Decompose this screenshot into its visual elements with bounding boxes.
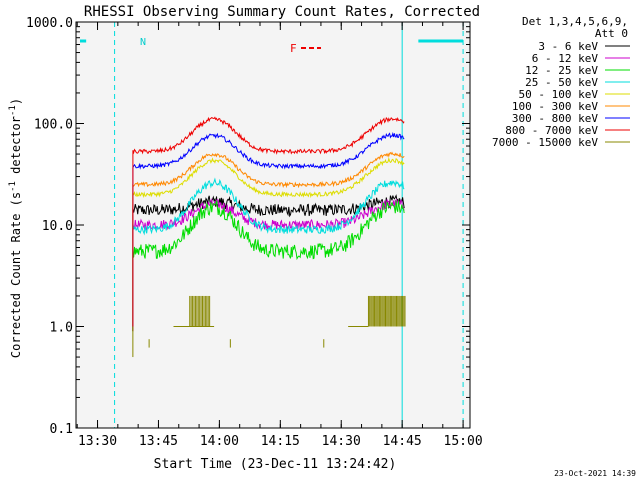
series-300-800-kev <box>132 131 405 332</box>
legend-label: 800 - 7000 keV <box>505 124 598 137</box>
y-axis-label-sup2: -1 <box>8 105 18 116</box>
series-800-7000-kev <box>132 116 405 332</box>
legend-label: 12 - 25 keV <box>525 64 598 77</box>
series-25-50-kev <box>132 177 405 332</box>
series-7000-15000-kev <box>132 295 406 358</box>
series-6-12-kev <box>132 198 405 332</box>
series-50-100-kev <box>132 157 405 332</box>
legend-header-2: Att 0 <box>595 27 628 40</box>
x-tick-label: 13:30 <box>78 434 117 449</box>
legend-label: 300 - 800 keV <box>512 112 598 125</box>
legend-label: 7000 - 15000 keV <box>492 136 598 149</box>
x-tick-label: 14:30 <box>322 434 361 449</box>
legend-label: 3 - 6 keV <box>538 40 598 53</box>
plot-area <box>76 22 470 428</box>
y-tick-label: 10.0 <box>42 219 73 234</box>
legend-label: 100 - 300 keV <box>512 100 598 113</box>
y-axis-label-sup1: -1 <box>8 181 18 192</box>
y-axis-label: Corrected Count Rate (s-1 detector-1) <box>8 98 23 358</box>
y-tick-label: 1000.0 <box>26 16 73 31</box>
y-tick-label: 1.0 <box>50 321 73 336</box>
series-3-6-kev <box>132 194 405 332</box>
y-axis-label-part2: detector <box>9 116 23 181</box>
y-axis-label-part1: Corrected Count Rate (s <box>9 192 23 358</box>
series-12-25-kev <box>132 199 405 332</box>
night-label: N <box>140 37 146 48</box>
legend-label: 25 - 50 keV <box>525 76 598 89</box>
flare-label: F <box>290 42 297 55</box>
series-layer <box>132 116 406 358</box>
x-tick-label: 14:00 <box>200 434 239 449</box>
y-axis-label-part3: ) <box>9 98 23 105</box>
x-tick-label: 13:45 <box>139 434 178 449</box>
y-tick-label: 100.0 <box>34 118 73 133</box>
x-tick-label: 14:45 <box>383 434 422 449</box>
date-stamp: 23-Oct-2021 14:39 <box>554 469 636 478</box>
x-axis-label: Start Time (23-Dec-11 13:24:42) <box>154 457 397 472</box>
axes-layer: 13:30 13:45 14:00 14:15 14:30 14:45 15:00 0.1 1.… <box>26 16 483 449</box>
x-tick-label: 15:00 <box>444 434 483 449</box>
legend-header-1: Det 1,3,4,5,6,9, <box>522 15 628 28</box>
y-tick-label: 0.1 <box>50 422 73 437</box>
legend-label: 6 - 12 keV <box>532 52 599 65</box>
legend-label: 50 - 100 keV <box>519 88 599 101</box>
chart-title: RHESSI Observing Summary Count Rates, Co… <box>84 4 480 20</box>
series-100-300-kev <box>132 151 405 332</box>
x-tick-label: 14:15 <box>261 434 300 449</box>
